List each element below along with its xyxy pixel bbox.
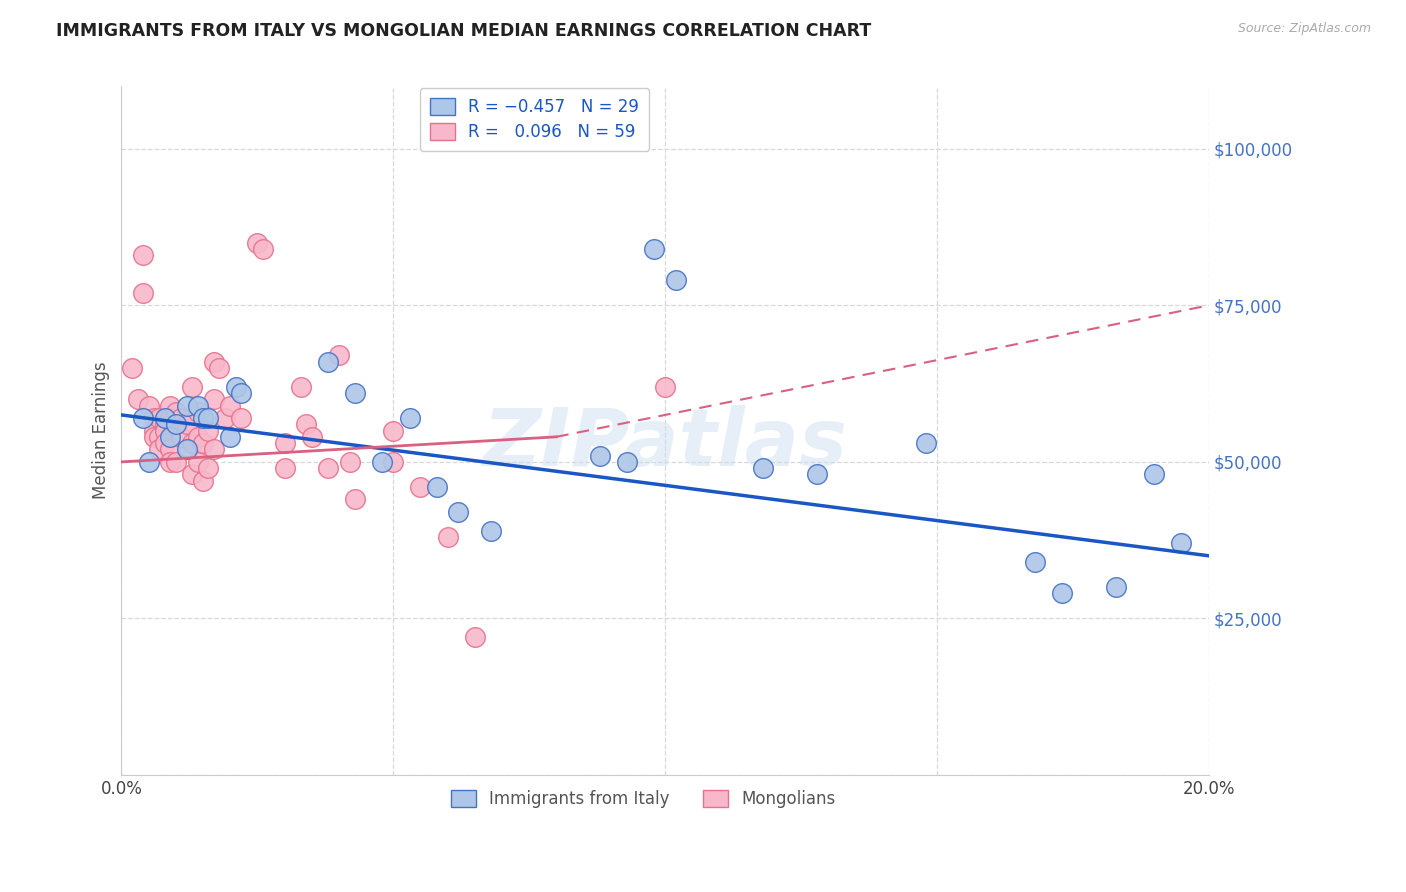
Point <box>229 386 252 401</box>
Point <box>371 455 394 469</box>
Point <box>138 455 160 469</box>
Point <box>301 430 323 444</box>
Point <box>176 442 198 457</box>
Point <box>121 361 143 376</box>
Point <box>165 417 187 432</box>
Point <box>219 399 242 413</box>
Point <box>148 411 170 425</box>
Point <box>229 411 252 425</box>
Point <box>132 248 155 262</box>
Point <box>148 430 170 444</box>
Point <box>382 455 405 469</box>
Text: IMMIGRANTS FROM ITALY VS MONGOLIAN MEDIAN EARNINGS CORRELATION CHART: IMMIGRANTS FROM ITALY VS MONGOLIAN MEDIA… <box>56 22 872 40</box>
Point <box>436 530 458 544</box>
Point <box>316 355 339 369</box>
Point <box>197 411 219 425</box>
Point <box>170 411 193 425</box>
Point <box>197 461 219 475</box>
Point <box>202 355 225 369</box>
Point <box>159 442 181 457</box>
Point <box>143 411 166 425</box>
Point <box>202 442 225 457</box>
Point <box>165 405 187 419</box>
Point <box>295 417 318 432</box>
Point <box>186 430 208 444</box>
Point <box>225 380 247 394</box>
Text: ZIPatlas: ZIPatlas <box>482 405 848 483</box>
Point <box>589 449 612 463</box>
Point <box>339 455 361 469</box>
Point <box>290 380 312 394</box>
Point <box>181 436 204 450</box>
Point <box>464 630 486 644</box>
Point <box>806 467 828 482</box>
Point <box>409 480 432 494</box>
Point <box>426 480 449 494</box>
Point <box>447 505 470 519</box>
Point <box>214 411 236 425</box>
Point <box>176 417 198 432</box>
Point <box>138 399 160 413</box>
Point <box>1143 467 1166 482</box>
Point <box>344 492 367 507</box>
Point <box>148 442 170 457</box>
Point <box>643 242 665 256</box>
Point <box>665 273 688 287</box>
Point <box>654 380 676 394</box>
Point <box>186 399 208 413</box>
Point <box>915 436 938 450</box>
Point <box>170 430 193 444</box>
Point <box>616 455 638 469</box>
Point <box>191 411 214 425</box>
Point <box>1170 536 1192 550</box>
Point <box>186 405 208 419</box>
Point <box>165 455 187 469</box>
Point <box>127 392 149 407</box>
Point <box>186 455 208 469</box>
Point <box>273 436 295 450</box>
Point <box>398 411 420 425</box>
Legend: Immigrants from Italy, Mongolians: Immigrants from Italy, Mongolians <box>444 783 842 814</box>
Point <box>344 386 367 401</box>
Point <box>191 436 214 450</box>
Point <box>132 411 155 425</box>
Point <box>191 474 214 488</box>
Point <box>1024 555 1046 569</box>
Point <box>382 424 405 438</box>
Point <box>165 417 187 432</box>
Point <box>153 424 176 438</box>
Point <box>181 467 204 482</box>
Point <box>316 461 339 475</box>
Point <box>132 285 155 300</box>
Point <box>181 380 204 394</box>
Point <box>219 430 242 444</box>
Point <box>479 524 502 538</box>
Point <box>153 417 176 432</box>
Point <box>159 411 181 425</box>
Y-axis label: Median Earnings: Median Earnings <box>93 362 110 500</box>
Point <box>153 411 176 425</box>
Point <box>1105 580 1128 594</box>
Point <box>176 399 198 413</box>
Point <box>246 235 269 250</box>
Point <box>197 424 219 438</box>
Point <box>202 392 225 407</box>
Point <box>752 461 775 475</box>
Point <box>143 424 166 438</box>
Point <box>159 399 181 413</box>
Point <box>159 455 181 469</box>
Point <box>143 430 166 444</box>
Point <box>252 242 274 256</box>
Text: Source: ZipAtlas.com: Source: ZipAtlas.com <box>1237 22 1371 36</box>
Point <box>153 436 176 450</box>
Point <box>273 461 295 475</box>
Point <box>1050 586 1073 600</box>
Point <box>328 349 350 363</box>
Point <box>208 361 231 376</box>
Point <box>159 430 181 444</box>
